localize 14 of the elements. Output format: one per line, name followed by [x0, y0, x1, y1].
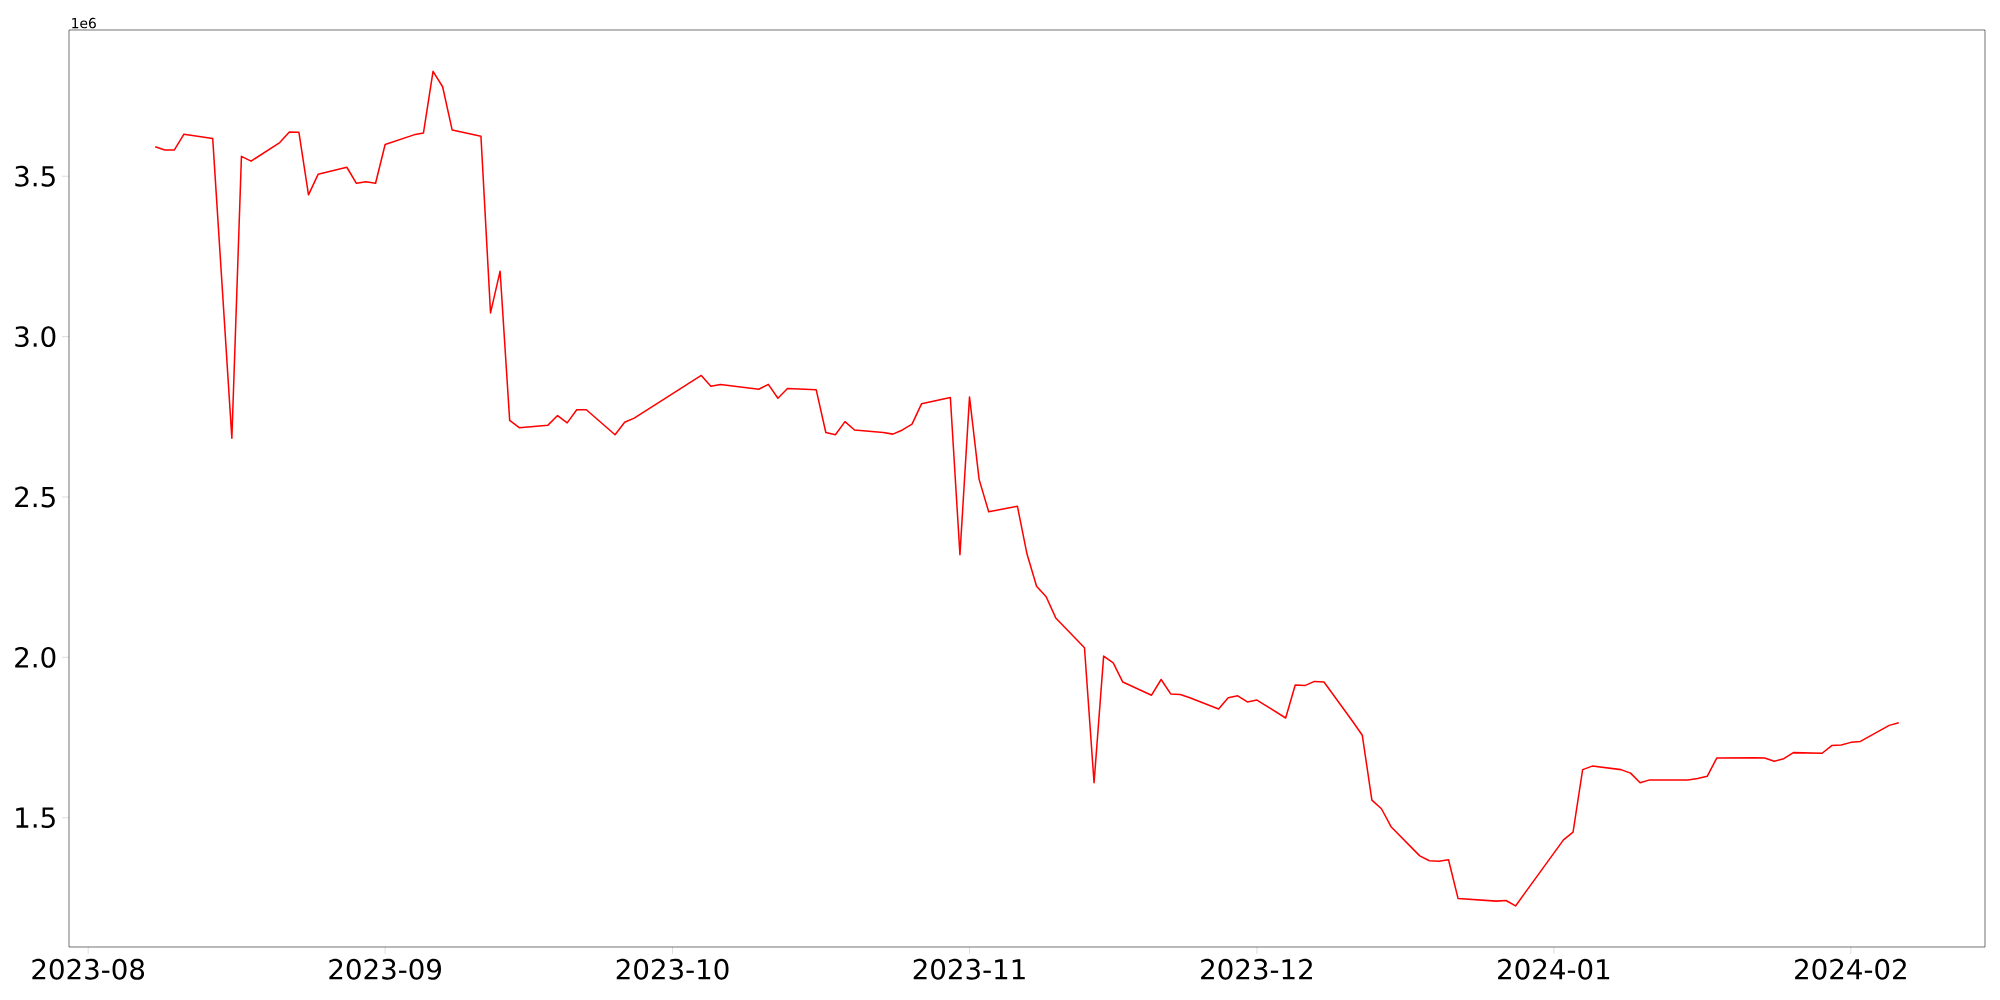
x-tick-label: 2024-01	[1498, 958, 1610, 980]
x-tick-label: 2023-12	[1201, 958, 1312, 980]
x-tick-label: 2024-02	[1795, 958, 1906, 980]
text: 1e6	[72, 17, 96, 29]
x-tick-label: 2023-11	[913, 958, 1025, 980]
y-tick-label: 2.5	[15, 486, 55, 508]
x-tick-label: 2023-08	[32, 958, 145, 980]
y-tick-label: 3.5	[15, 165, 55, 187]
y-tick-label: 3.0	[15, 326, 56, 348]
y-tick-label: 1.5	[16, 807, 55, 829]
x-tick-label: 2023-10	[616, 958, 729, 980]
line-series	[154, 70, 1900, 907]
x-tick-label: 2023-09	[329, 958, 441, 980]
y-tick-label: 2.0	[15, 646, 56, 668]
